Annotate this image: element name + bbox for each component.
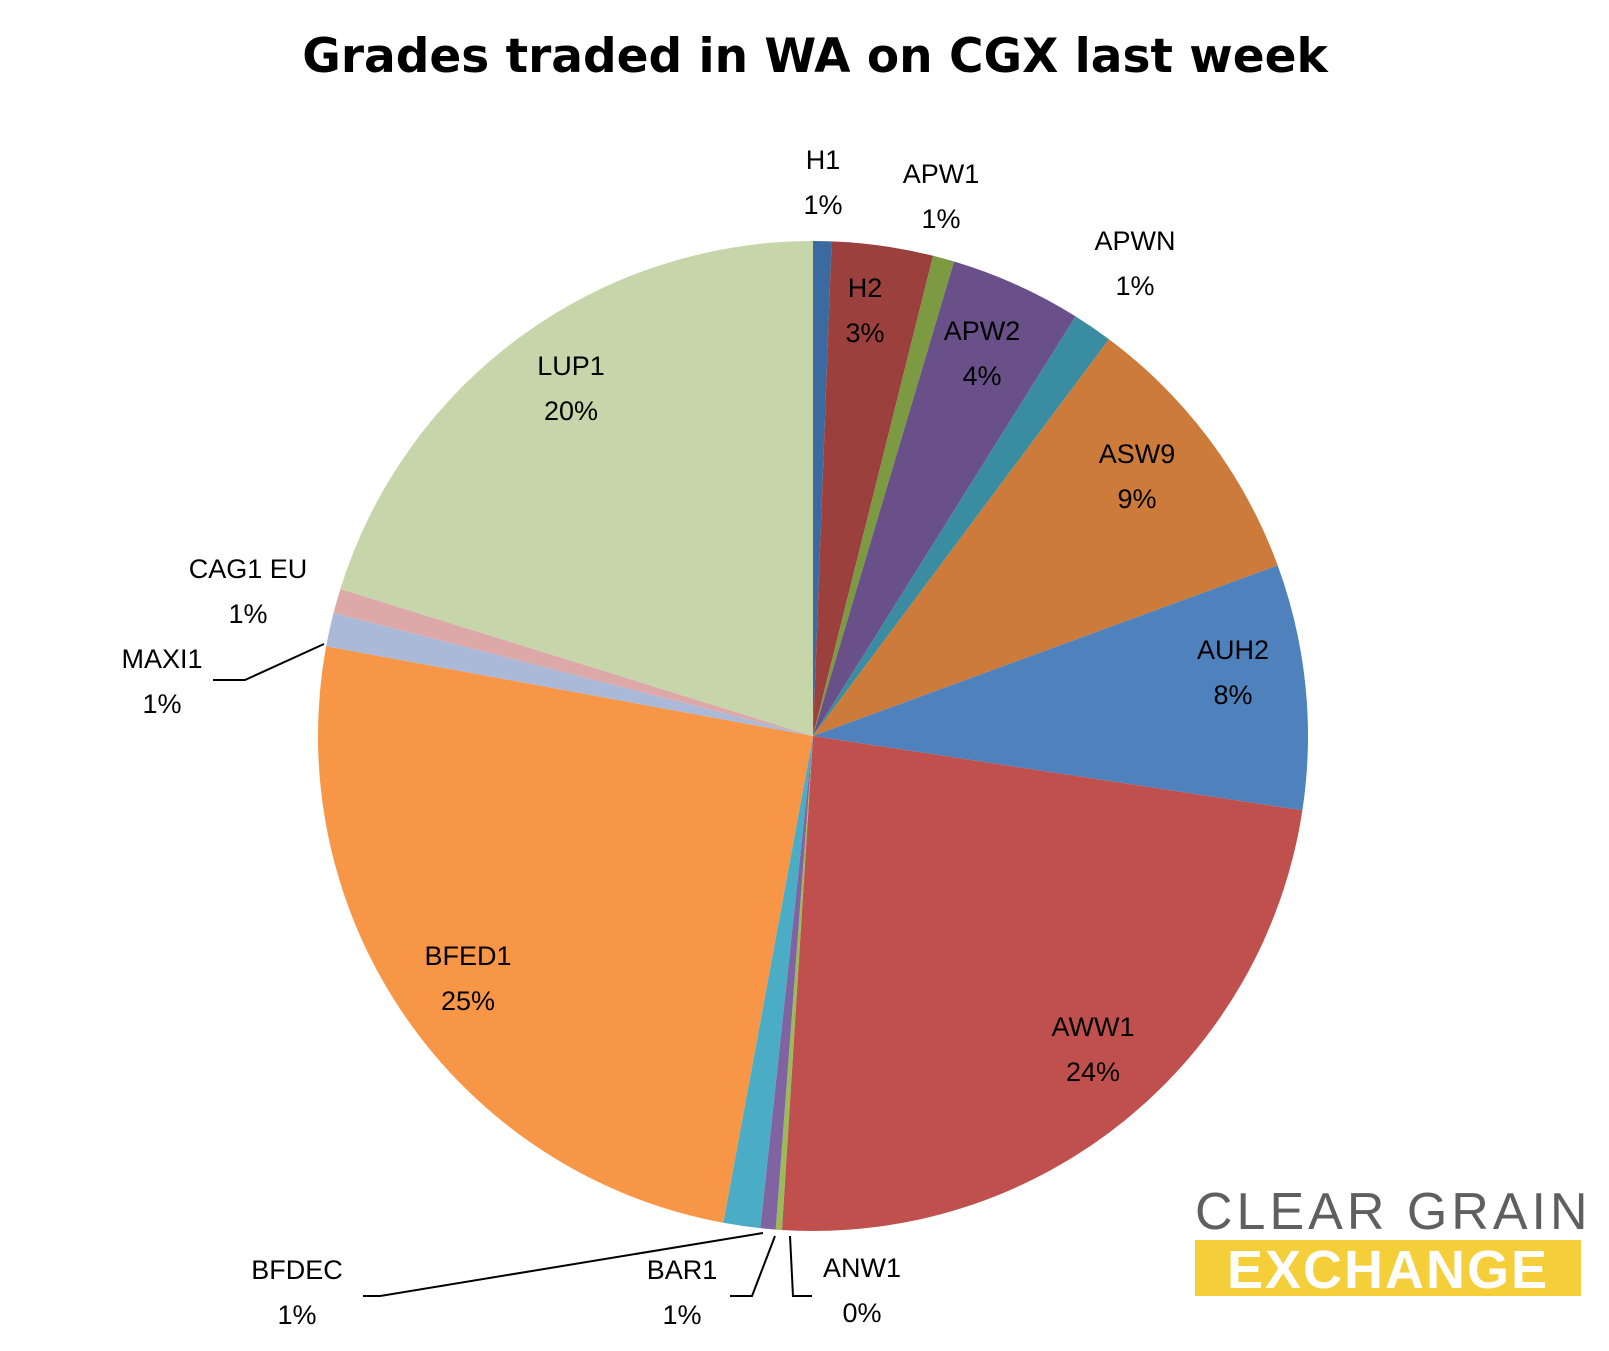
slice-label-name: H2 [848,273,883,303]
slice-asw9 [813,339,1278,736]
leader-line [213,643,325,681]
slice-label-name: APWN [1095,226,1176,256]
slice-label-percent: 8% [1213,680,1252,710]
slice-label-name: APW2 [944,316,1021,346]
slice-label-percent: 1% [277,1300,316,1330]
slice-label-name: ANW1 [823,1253,901,1283]
slice-label-name: BFED1 [424,941,511,971]
slice-label-name: H1 [806,145,841,175]
slice-anw1 [775,736,813,1231]
slice-label-percent: 3% [845,318,884,348]
slice-aww1 [781,736,1303,1231]
slice-labels: H1 1% H2 3% APW1 1% APW2 4% APWN 1% ASW9 9% AUH2 8% AW… [121,145,1269,1330]
slice-label-name: APW1 [903,159,980,189]
slice-h2 [813,241,934,736]
slice-label-percent: 24% [1066,1057,1120,1087]
slice-label-name: BAR1 [647,1255,718,1285]
leader-line [789,1235,812,1297]
slice-label-name: ASW9 [1099,439,1176,469]
slice-bfed1 [317,646,813,1223]
slice-label-percent: 4% [962,361,1001,391]
slice-lup1 [340,241,813,736]
logo-accent-bar [1195,1240,1581,1296]
slice-label-percent: 20% [544,396,598,426]
slice-label-percent: 1% [142,689,181,719]
slice-label-name: BFDEC [251,1255,343,1285]
slice-label-name: CAG1 EU [189,554,308,584]
slice-apw2 [813,261,1076,736]
leader-lines [213,643,812,1297]
logo-line2: EXCHANGE [1227,1240,1549,1300]
slice-label-percent: 25% [441,986,495,1016]
slice-label-percent: 1% [803,190,842,220]
slice-apwn [813,316,1109,736]
slice-label-percent: 1% [228,599,267,629]
chart-title: Grades traded in WA on CGX last week [302,29,1329,84]
slice-label-percent: 1% [921,204,960,234]
slice-bar1 [760,736,813,1230]
slice-h1 [813,241,832,736]
slice-cag1-eu [333,588,813,736]
slice-auh2 [813,565,1308,811]
slice-label-percent: 0% [842,1298,881,1328]
leader-line [730,1235,776,1297]
slice-label-name: AWW1 [1052,1012,1135,1042]
slice-label-percent: 1% [1115,271,1154,301]
pie-slices [317,241,1308,1231]
slice-label-name: LUP1 [537,351,605,381]
slice-label-percent: 1% [662,1300,701,1330]
slice-apw1 [813,255,955,737]
slice-label-percent: 9% [1117,484,1156,514]
slice-label-name: AUH2 [1197,635,1269,665]
leader-line [363,1232,764,1297]
slice-maxi1 [326,612,813,736]
slice-bfdec [723,736,813,1229]
clear-grain-exchange-logo: CLEAR GRAIN EXCHANGE [1195,1183,1592,1300]
logo-line1: CLEAR GRAIN [1195,1183,1592,1241]
slice-label-name: MAXI1 [121,644,202,674]
